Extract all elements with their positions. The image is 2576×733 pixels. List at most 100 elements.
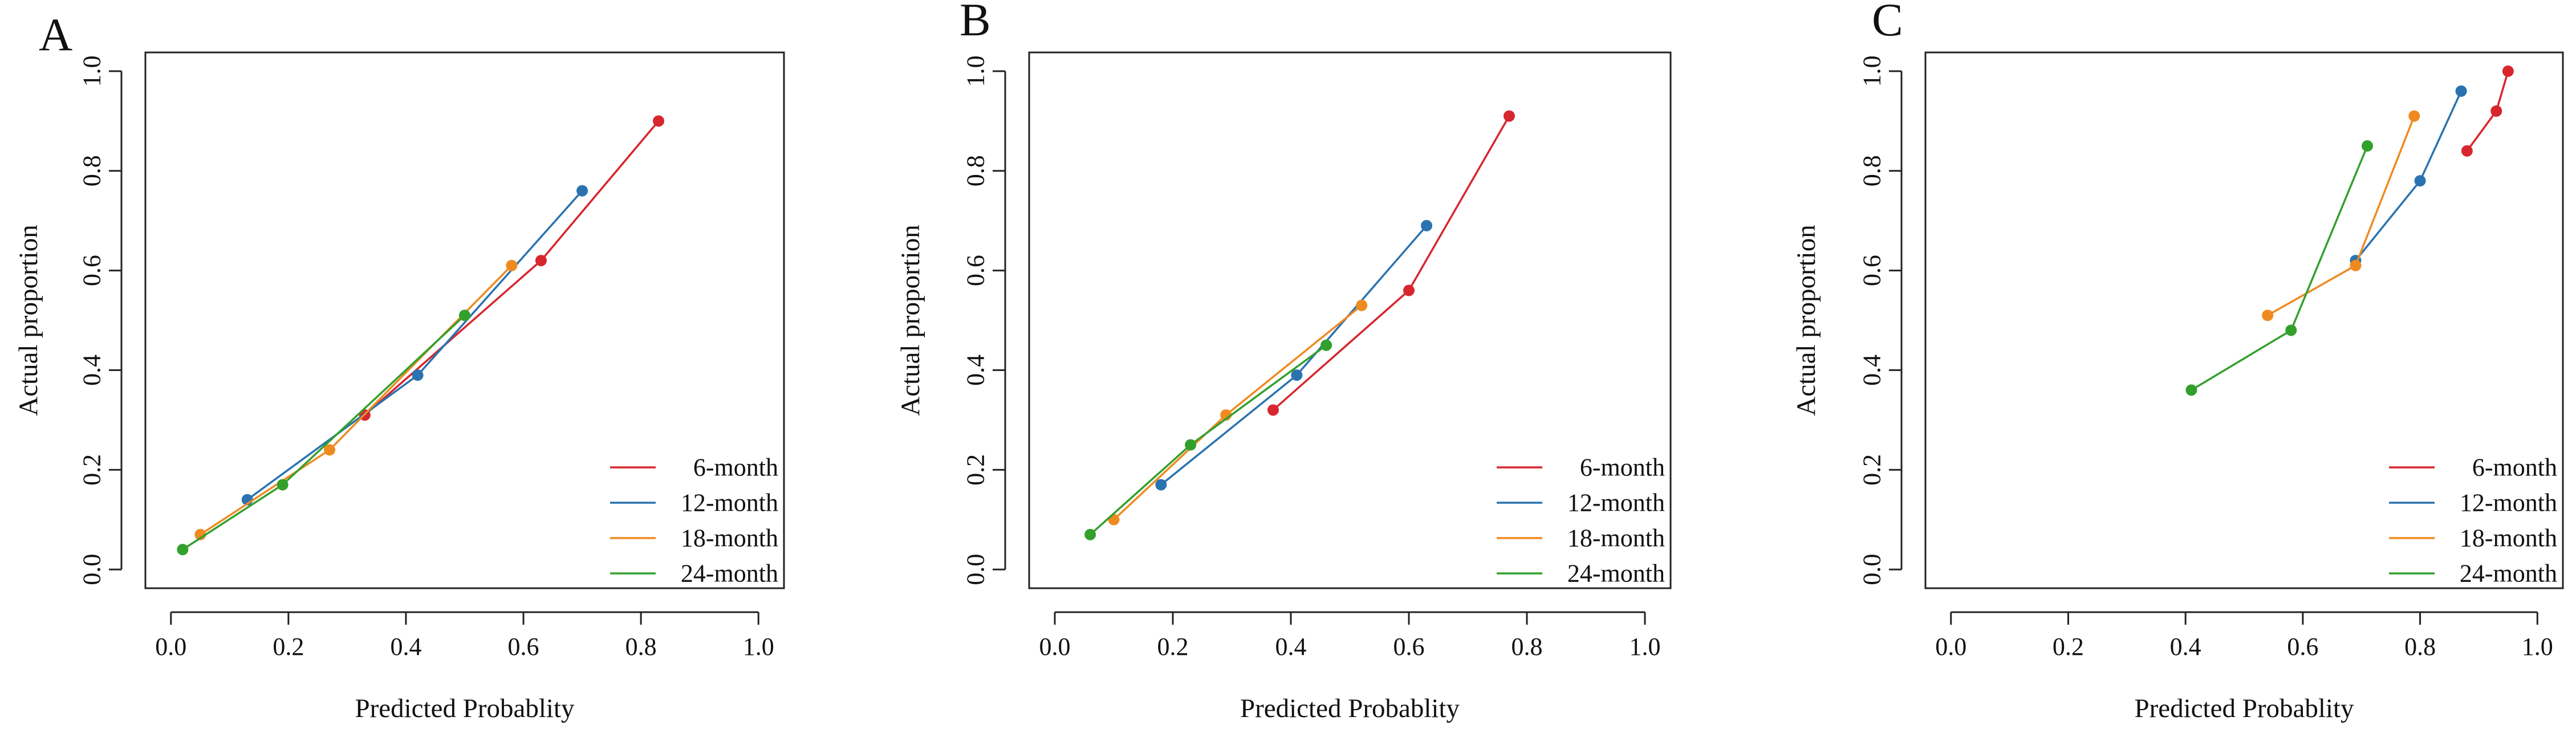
x-tick-label: 0.8 (1512, 633, 1543, 661)
data-point (2350, 259, 2362, 271)
y-tick-label: 0.6 (1858, 255, 1886, 286)
legend-label: 18-month (1567, 524, 1665, 552)
y-tick-label: 0.6 (78, 255, 106, 286)
x-tick-label: 0.0 (1935, 633, 1966, 661)
data-point (2414, 175, 2426, 187)
plot-frame (1028, 51, 1672, 589)
x-axis-title: Predicted Probablity (2134, 694, 2354, 723)
data-point (1084, 528, 1096, 540)
y-tick-label: 0.2 (962, 454, 990, 486)
series-12-month (1155, 219, 1433, 491)
legend-label: 12-month (1567, 489, 1665, 517)
data-point (459, 310, 470, 321)
data-point (412, 369, 424, 381)
x-tick-label: 0.2 (2053, 633, 2084, 661)
data-point (1421, 219, 1433, 231)
series-24-month (2185, 140, 2373, 396)
y-tick-label: 0.0 (1858, 554, 1886, 585)
x-tick-label: 0.4 (390, 633, 421, 661)
x-tick-label: 0.2 (273, 633, 304, 661)
data-point (1291, 369, 1303, 381)
data-point (2461, 145, 2473, 157)
x-tick-label: 0.6 (1393, 633, 1425, 661)
x-tick-label: 0.2 (1157, 633, 1189, 661)
x-tick-label: 1.0 (743, 633, 774, 661)
y-tick-label: 1.0 (78, 55, 106, 87)
series-24-month (177, 310, 470, 556)
legend-label: 6-month (2472, 454, 2557, 482)
x-tick-label: 0.4 (1275, 633, 1307, 661)
y-tick-label: 0.8 (78, 155, 106, 186)
data-point (1503, 110, 1515, 122)
x-tick-label: 0.4 (2170, 633, 2201, 661)
data-point (2361, 140, 2373, 152)
y-tick-label: 0.2 (78, 454, 106, 486)
legend-label: 24-month (2460, 560, 2557, 588)
data-point (2185, 384, 2197, 396)
data-point (1185, 439, 1197, 451)
legend-label: 12-month (681, 489, 778, 517)
data-point (2285, 324, 2297, 336)
x-tick-label: 0.6 (2287, 633, 2318, 661)
y-axis-title: Actual proportion (896, 225, 925, 416)
plot-frame (144, 51, 785, 589)
panel-letter: B (960, 0, 991, 46)
panel-letter: C (1872, 0, 1903, 46)
y-tick-label: 0.8 (1858, 155, 1886, 186)
legend-label: 18-month (2460, 524, 2557, 552)
data-point (1267, 404, 1279, 416)
y-tick-label: 0.0 (78, 554, 106, 585)
y-tick-label: 0.0 (962, 554, 990, 585)
x-tick-label: 0.0 (155, 633, 186, 661)
legend-label: 6-month (1580, 454, 1665, 482)
data-point (506, 259, 518, 271)
panel-c: C 0.0 0.2 0.4 0.6 0.8 1.0 0.0 0.2 0.4 0.6 0.8 1.0 Pre… (1791, 0, 2564, 723)
x-tick-label: 1.0 (2522, 633, 2553, 661)
y-tick-label: 0.4 (78, 355, 106, 386)
y-tick-label: 0.8 (962, 155, 990, 186)
panel-letter: A (39, 9, 72, 60)
y-tick-label: 0.2 (1858, 454, 1886, 486)
data-point (1320, 339, 1332, 351)
legend: 6-month 12-month 18-month 24-month (1497, 454, 1665, 588)
panel-a: A 0.0 0.2 0.4 0.6 0.8 1.0 0.0 0.2 0.4 0.6 0.8 1.0 Pre… (14, 9, 785, 723)
legend-label: 24-month (1567, 560, 1665, 588)
series-24-month (1084, 339, 1332, 540)
data-point (1155, 479, 1167, 491)
x-tick-label: 1.0 (1630, 633, 1661, 661)
y-axis-title: Actual proportion (14, 225, 43, 416)
plot-frame (1924, 51, 2564, 589)
legend: 6-month 12-month 18-month 24-month (610, 454, 778, 588)
data-point (324, 444, 336, 456)
x-tick-label: 0.8 (625, 633, 657, 661)
x-tick-label: 0.0 (1039, 633, 1071, 661)
legend-label: 12-month (2460, 489, 2557, 517)
x-axis-title: Predicted Probablity (355, 694, 575, 723)
data-point (2490, 105, 2502, 117)
data-point (576, 185, 588, 197)
legend-label: 6-month (693, 454, 778, 482)
legend: 6-month 12-month 18-month 24-month (2389, 454, 2557, 588)
data-point (177, 544, 189, 556)
series-18-month (2262, 110, 2420, 321)
series-6-month (2461, 65, 2514, 157)
data-point (1108, 514, 1120, 526)
data-point (1356, 299, 1368, 311)
data-point (277, 479, 289, 491)
data-point (2502, 65, 2514, 77)
data-point (194, 528, 206, 540)
data-point (535, 255, 547, 267)
y-tick-label: 0.4 (962, 355, 990, 386)
data-point (1403, 284, 1415, 296)
legend-label: 18-month (681, 524, 778, 552)
y-axis-title: Actual proportion (1791, 225, 1821, 416)
panel-b: B 0.0 0.2 0.4 0.6 0.8 1.0 0.0 0.2 0.4 0.6 0.8 1.0 Pre… (896, 0, 1672, 723)
y-tick-label: 0.6 (962, 255, 990, 286)
x-axis-title: Predicted Probablity (1240, 694, 1460, 723)
x-tick-label: 0.8 (2404, 633, 2436, 661)
data-point (2262, 310, 2274, 321)
series-6-month (1267, 110, 1515, 416)
y-tick-label: 1.0 (962, 55, 990, 87)
